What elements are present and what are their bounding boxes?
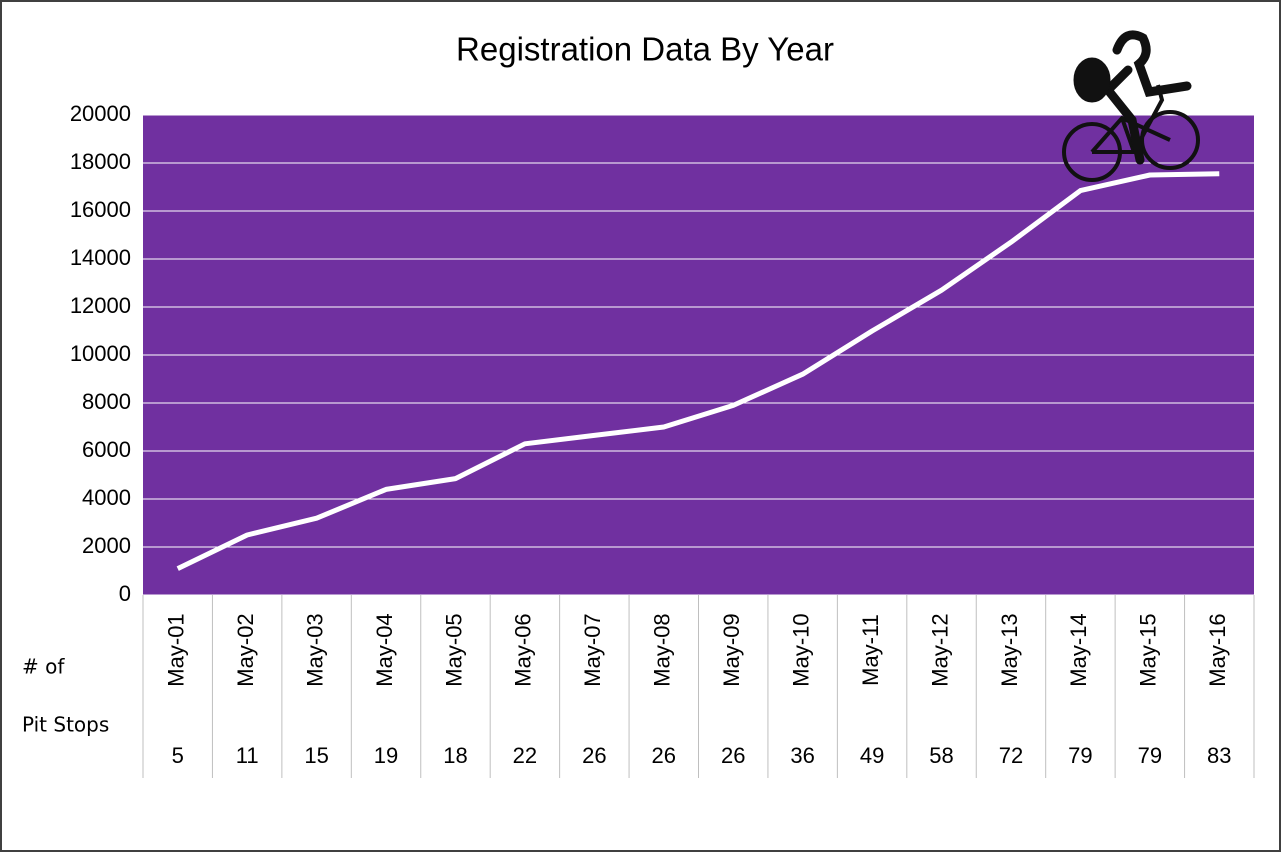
row-label: # of (22, 655, 65, 679)
pit-stop-value: 26 (582, 743, 606, 768)
pit-stop-value: 79 (1138, 743, 1162, 768)
x-tick-label: May-14 (1066, 613, 1091, 686)
pit-stop-value: 15 (304, 743, 328, 768)
pit-stop-value: 22 (513, 743, 537, 768)
x-tick-label: May-08 (650, 613, 675, 686)
y-tick-label: 6000 (82, 437, 131, 462)
x-tick-label: May-06 (511, 613, 536, 686)
y-tick-label: 14000 (70, 245, 131, 270)
x-tick-label: May-15 (1136, 613, 1161, 686)
pit-stop-value: 19 (374, 743, 398, 768)
x-tick-label: May-04 (372, 613, 397, 686)
row-label: Pit Stops (22, 713, 109, 737)
plot-area: 0 2000 4000 6000 8000 10000 12000 14000 16000 180… (70, 101, 1254, 778)
x-tick-label: May-02 (233, 613, 258, 686)
pit-stop-value: 72 (999, 743, 1023, 768)
chart: Registration Data By Year 0 2000 4000 6000 8… (0, 0, 1282, 853)
x-tick-label: May-11 (858, 614, 883, 686)
pit-stop-value: 58 (929, 743, 953, 768)
y-tick-label: 20000 (70, 101, 131, 126)
x-tick-label: May-10 (788, 613, 813, 686)
y-tick-label: 4000 (82, 485, 131, 510)
pit-stop-value: 11 (236, 743, 259, 768)
x-tick-label: May-13 (997, 613, 1022, 686)
pit-stop-value: 79 (1068, 743, 1092, 768)
y-tick-label: 18000 (70, 149, 131, 174)
y-tick-label: 12000 (70, 293, 131, 318)
pit-stop-value: 5 (172, 743, 184, 768)
x-tick-label: May-12 (927, 613, 952, 686)
x-tick-label: May-07 (580, 613, 605, 686)
pit-stop-value: 83 (1207, 743, 1231, 768)
y-tick-label: 2000 (82, 533, 131, 558)
pit-stop-value: 36 (790, 743, 814, 768)
pit-stop-value: 26 (721, 743, 745, 768)
x-tick-label: May-01 (164, 613, 189, 686)
pit-stop-value: 18 (443, 743, 467, 768)
y-tick-label: 16000 (70, 197, 131, 222)
x-tick-label: May-16 (1205, 613, 1230, 686)
x-tick-label: May-05 (441, 613, 466, 686)
y-tick-label: 10000 (70, 341, 131, 366)
x-tick-label: May-09 (719, 613, 744, 686)
pit-stop-value: 49 (860, 743, 884, 768)
chart-title: Registration Data By Year (456, 31, 834, 68)
pit-stop-value: 26 (652, 743, 676, 768)
y-tick-label: 0 (119, 581, 131, 606)
y-tick-label: 8000 (82, 389, 131, 414)
x-tick-label: May-03 (302, 613, 327, 686)
